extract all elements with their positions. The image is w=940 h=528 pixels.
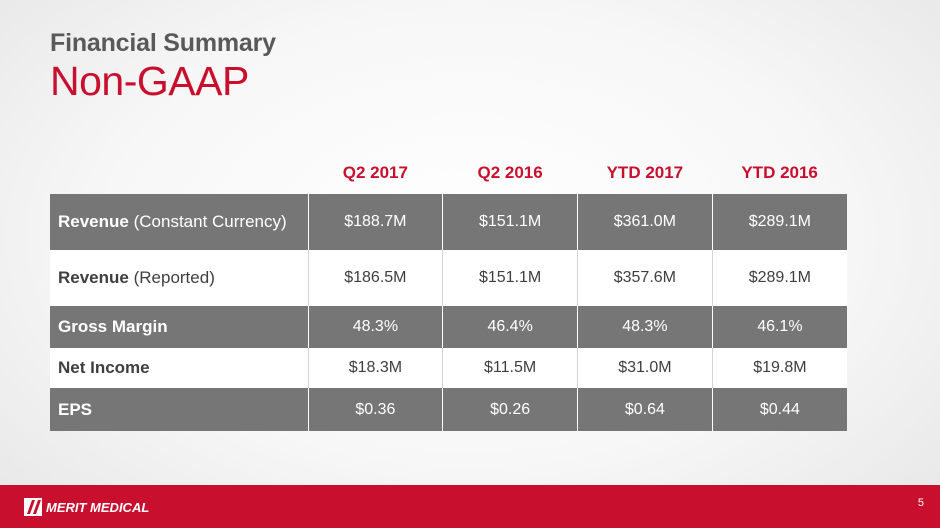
row-label-bold: Revenue <box>58 212 129 231</box>
table-header-row: Q2 2017 Q2 2016 YTD 2017 YTD 2016 <box>50 152 847 194</box>
row-label-detail: (Reported) <box>128 268 215 287</box>
row-label: Net Income <box>50 348 309 388</box>
table-cell: $0.44 <box>712 388 847 431</box>
table-cell: 46.1% <box>712 306 847 348</box>
table-cell: $31.0M <box>577 348 713 388</box>
table-cell: $0.36 <box>308 388 444 431</box>
header-spacer <box>50 152 308 194</box>
financial-summary-table: Q2 2017 Q2 2016 YTD 2017 YTD 2016 Revenu… <box>50 152 847 431</box>
table-cell: $18.3M <box>308 348 444 388</box>
column-header: YTD 2017 <box>606 163 684 182</box>
page-number: 5 <box>917 497 924 509</box>
row-label: Revenue (Reported) <box>50 250 309 306</box>
table-row: Revenue (Reported) $186.5M $151.1M $357.… <box>50 250 847 306</box>
column-header: YTD 2016 <box>741 163 818 182</box>
row-label-bold: Gross Margin <box>58 317 168 336</box>
table-cell: $19.8M <box>712 348 847 388</box>
table-row: Net Income $18.3M $11.5M $31.0M $19.8M <box>50 348 847 388</box>
slide-title: Financial Summary <box>50 29 276 57</box>
table-row: EPS $0.36 $0.26 $0.64 $0.44 <box>50 388 847 431</box>
row-label-bold: Revenue <box>58 268 129 287</box>
table-cell: $11.5M <box>442 348 578 388</box>
row-label-detail: (Constant Currency) <box>128 212 287 231</box>
table-cell: $188.7M <box>308 194 444 250</box>
slide-subtitle: Non-GAAP <box>50 58 249 104</box>
table-cell: 48.3% <box>308 306 444 348</box>
table-cell: $289.1M <box>712 194 847 250</box>
column-header: Q2 2016 <box>477 163 543 182</box>
merit-medical-logo: MERIT MEDICAL <box>24 498 149 516</box>
row-label-bold: Net Income <box>58 358 150 377</box>
title-block: Financial Summary Non-GAAP <box>50 28 276 104</box>
logo-wordmark: MERIT MEDICAL <box>46 500 149 515</box>
table-cell: $151.1M <box>442 250 578 306</box>
table-cell: $0.26 <box>442 388 578 431</box>
row-label: Revenue (Constant Currency) <box>50 194 309 250</box>
table-cell: $361.0M <box>577 194 713 250</box>
table-cell: $357.6M <box>577 250 713 306</box>
table-cell: $0.64 <box>577 388 713 431</box>
column-header: Q2 2017 <box>342 163 408 182</box>
row-label: EPS <box>50 388 309 431</box>
table-cell: 46.4% <box>442 306 578 348</box>
table-cell: $151.1M <box>442 194 578 250</box>
row-label-bold: EPS <box>58 399 93 419</box>
table-cell: $289.1M <box>712 250 847 306</box>
table-cell: 48.3% <box>577 306 713 348</box>
row-label: Gross Margin <box>50 306 309 348</box>
footer-bar: MERIT MEDICAL 5 <box>0 485 940 528</box>
table-cell: $186.5M <box>308 250 444 306</box>
table-row: Gross Margin 48.3% 46.4% 48.3% 46.1% <box>50 306 847 348</box>
table-row: Revenue (Constant Currency) $188.7M $151… <box>50 194 847 250</box>
